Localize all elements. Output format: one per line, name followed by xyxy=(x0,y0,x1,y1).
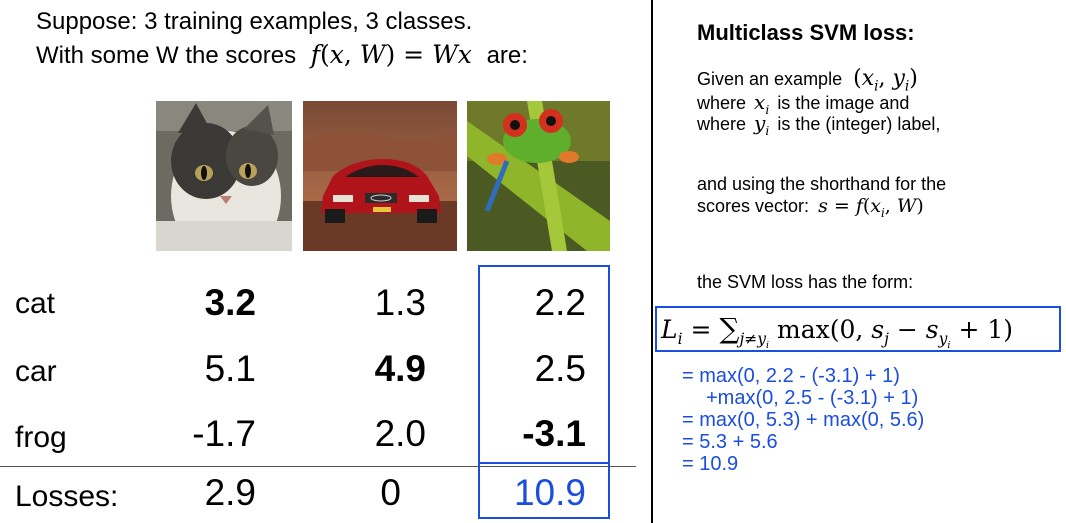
score-car-frog: 2.0 xyxy=(374,413,426,454)
example-pair-formula: (xi, yi) xyxy=(853,66,918,95)
svm-form-text: the SVM loss has the form: xyxy=(697,272,914,292)
calc-step-4: = 5.3 + 5.6 xyxy=(682,431,778,453)
given-line: Given an example (xi, yi) xyxy=(697,68,918,97)
scores-formula: f(x, W) = Wx xyxy=(310,40,472,69)
where-label-line: where yi is the (integer) label, xyxy=(697,113,940,141)
loss-cat: 2.9 xyxy=(204,472,256,513)
losses-divider xyxy=(0,466,636,467)
car-image xyxy=(303,101,457,251)
calc-step-1: = max(0, 2.2 - (-3.1) + 1) xyxy=(682,365,900,387)
svm-loss-formula-box: Li = ∑j≠yi max(0, sj − syi + 1) xyxy=(655,306,1061,352)
score-car-cat: 1.3 xyxy=(374,282,426,323)
score-cat-cat: 3.2 xyxy=(204,282,256,323)
svm-title: Multiclass SVM loss: xyxy=(697,20,915,45)
loss-frog: 10.9 xyxy=(513,472,586,513)
score-frog-car: 2.5 xyxy=(534,348,586,389)
where-image-line: where xi is the image and xyxy=(697,92,909,120)
yi-symbol: yi xyxy=(754,111,770,139)
score-car-car: 4.9 xyxy=(374,348,426,389)
where-label-suffix: is the (integer) label, xyxy=(777,114,941,134)
row-label-car: car xyxy=(15,355,57,388)
vertical-divider xyxy=(651,0,653,523)
losses-label: Losses: xyxy=(15,480,119,513)
svm-loss-formula: Li = ∑j≠yi max(0, sj − syi + 1) xyxy=(661,312,1013,352)
where-text-1: where xyxy=(697,93,747,113)
where-image-suffix: is the image and xyxy=(777,93,910,113)
intro-line-1: Suppose: 3 training examples, 3 classes. xyxy=(36,8,473,35)
score-frog-frog: -3.1 xyxy=(522,413,586,454)
frog-loss-box xyxy=(478,462,610,519)
loss-car: 0 xyxy=(380,472,401,513)
shorthand-line-2: scores vector: s = f(xi, W) xyxy=(697,196,924,224)
calc-step-3: = max(0, 5.3) + max(0, 5.6) xyxy=(682,409,925,431)
given-text: Given an example xyxy=(697,69,843,89)
calc-step-5: = 10.9 xyxy=(682,453,739,475)
intro-line-2: With some W the scores f(x, W) = Wx are: xyxy=(36,40,528,70)
intro-prefix: With some W the scores xyxy=(36,42,297,69)
cat-image xyxy=(156,101,292,251)
xi-symbol: xi xyxy=(754,90,770,118)
row-label-frog: frog xyxy=(15,421,67,454)
intro-suffix: are: xyxy=(486,42,528,69)
score-frog-cat: 2.2 xyxy=(534,282,586,323)
score-cat-frog: -1.7 xyxy=(192,413,256,454)
score-cat-car: 5.1 xyxy=(204,348,256,389)
row-label-cat: cat xyxy=(15,287,56,320)
shorthand-text: scores vector: xyxy=(697,196,810,216)
calc-step-2: +max(0, 2.5 - (-3.1) + 1) xyxy=(706,387,919,409)
scores-vector-formula: s = f(xi, W) xyxy=(818,195,924,220)
frog-image xyxy=(467,101,610,251)
where-text-2: where xyxy=(697,114,747,134)
shorthand-line-1: and using the shorthand for the xyxy=(697,174,947,194)
